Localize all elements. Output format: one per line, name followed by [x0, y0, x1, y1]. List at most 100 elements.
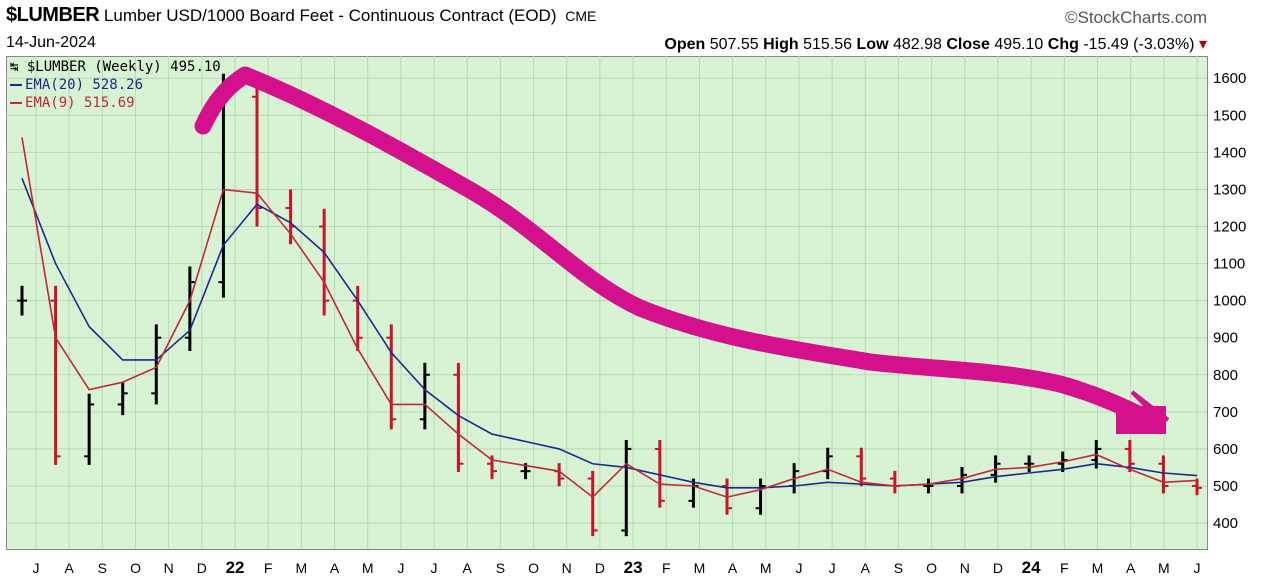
x-tick-label: J — [1194, 560, 1201, 576]
x-tick-label: A — [330, 560, 340, 576]
price-bar — [151, 324, 162, 405]
low-label: Low — [856, 36, 889, 53]
y-tick-label: 1000 — [1213, 293, 1246, 310]
y-tick-label: 700 — [1213, 404, 1238, 421]
x-tick-label: F — [1060, 560, 1069, 576]
price-bar — [50, 285, 61, 465]
y-tick-label: 900 — [1213, 330, 1238, 347]
price-bar — [957, 467, 967, 494]
price-bar — [654, 440, 665, 508]
open-label: Open — [664, 36, 706, 53]
x-tick-label: 23 — [624, 558, 643, 576]
price-bar — [487, 455, 497, 480]
x-tick-label: S — [496, 560, 505, 576]
x-tick-label: S — [894, 560, 903, 576]
x-tick-label: A — [1126, 560, 1136, 576]
x-tick-label: 22 — [226, 558, 245, 576]
annotation-arrow-line — [194, 66, 1159, 429]
price-bar — [285, 189, 296, 245]
price-bars-icon: ↹ — [10, 59, 19, 75]
x-tick-label: J — [431, 560, 438, 576]
chg-value: -15.49 (-3.03%) — [1083, 36, 1195, 53]
plot-area[interactable] — [6, 56, 1208, 550]
y-tick-label: 500 — [1213, 478, 1238, 495]
x-tick-label: S — [98, 560, 107, 576]
price-bar — [1158, 455, 1169, 494]
ticker-symbol: $LUMBER — [6, 4, 100, 26]
x-tick-label: J — [829, 560, 836, 576]
price-bar — [822, 447, 833, 480]
open-value: 507.55 — [709, 36, 759, 53]
x-tick-label: D — [197, 560, 207, 576]
chart-legend: ↹ $LUMBER (Weekly) 495.10 EMA(20) 528.26… — [10, 58, 221, 112]
x-tick-label: D — [993, 560, 1003, 576]
legend-price-label: $LUMBER (Weekly) 495.10 — [26, 59, 221, 75]
ohlc-readout: Open 507.55 High 515.56 Low 482.98 Close… — [664, 34, 1207, 54]
legend-ema9: EMA(9) 515.69 — [10, 94, 221, 112]
x-tick-label: O — [130, 560, 141, 576]
price-bar — [184, 266, 195, 352]
x-tick-label: M — [362, 560, 374, 576]
legend-price: ↹ $LUMBER (Weekly) 495.10 — [10, 58, 221, 76]
close-value: 495.10 — [994, 36, 1044, 53]
ema-line-1 — [21, 137, 1198, 499]
x-tick-label: N — [960, 560, 970, 576]
x-tick-label: F — [662, 560, 671, 576]
x-tick-label: M — [1092, 560, 1104, 576]
ema9-swatch-icon — [10, 102, 22, 104]
y-tick-label: 1100 — [1213, 256, 1245, 273]
price-bar — [755, 478, 766, 515]
x-tick-label: M — [760, 560, 772, 576]
price-bar — [117, 382, 128, 416]
x-tick-label: M — [694, 560, 706, 576]
x-tick-label: F — [264, 560, 273, 576]
x-tick-label: A — [64, 560, 74, 576]
y-tick-label: 1300 — [1213, 181, 1246, 198]
x-tick-label: O — [926, 560, 937, 576]
chart-title: $LUMBER Lumber USD/1000 Board Feet - Con… — [6, 4, 596, 27]
chg-down-icon: ▾ — [1198, 36, 1207, 53]
x-tick-label: J — [397, 560, 404, 576]
price-bar — [17, 285, 27, 316]
y-tick-label: 1200 — [1213, 219, 1246, 236]
y-tick-label: 600 — [1213, 441, 1238, 458]
x-tick-label: A — [861, 560, 871, 576]
price-bar — [923, 478, 934, 494]
x-tick-label: 24 — [1022, 558, 1041, 576]
date-label: 14-Jun-2024 — [6, 34, 96, 51]
y-tick-label: 400 — [1213, 515, 1238, 532]
x-tick-label: J — [795, 560, 802, 576]
legend-ema20: EMA(20) 528.26 — [10, 76, 221, 94]
price-bar — [587, 470, 598, 537]
annotation-arrow-head-icon — [1116, 390, 1170, 434]
x-tick-label: D — [595, 560, 605, 576]
price-bar — [856, 447, 867, 487]
x-tick-label: A — [463, 560, 473, 576]
high-value: 515.56 — [803, 36, 853, 53]
price-bar — [319, 208, 330, 316]
price-bar — [453, 362, 464, 473]
ema20-swatch-icon — [10, 84, 22, 86]
ticker-description: Lumber USD/1000 Board Feet - Continuous … — [103, 6, 557, 25]
x-tick-label: A — [728, 560, 738, 576]
x-tick-label: N — [562, 560, 572, 576]
chg-label: Chg — [1047, 36, 1079, 53]
price-bar — [252, 73, 262, 227]
brand-label: ©StockCharts.com — [1065, 8, 1207, 27]
exchange-label: CME — [565, 8, 597, 24]
x-tick-label: O — [528, 560, 539, 576]
x-tick-label: M — [296, 560, 308, 576]
price-bar — [1192, 478, 1202, 496]
legend-ema20-label: EMA(20) 528.26 — [25, 77, 144, 93]
ema-line-0 — [21, 178, 1198, 489]
price-bar — [84, 393, 95, 465]
high-label: High — [763, 36, 799, 53]
legend-ema9-label: EMA(9) 515.69 — [25, 95, 135, 111]
price-bar — [1024, 455, 1035, 473]
x-tick-label: J — [33, 560, 40, 576]
x-tick-label: N — [164, 560, 174, 576]
price-bar — [621, 440, 632, 537]
y-tick-label: 1500 — [1213, 107, 1246, 124]
price-bar — [386, 324, 397, 430]
low-value: 482.98 — [892, 36, 942, 53]
